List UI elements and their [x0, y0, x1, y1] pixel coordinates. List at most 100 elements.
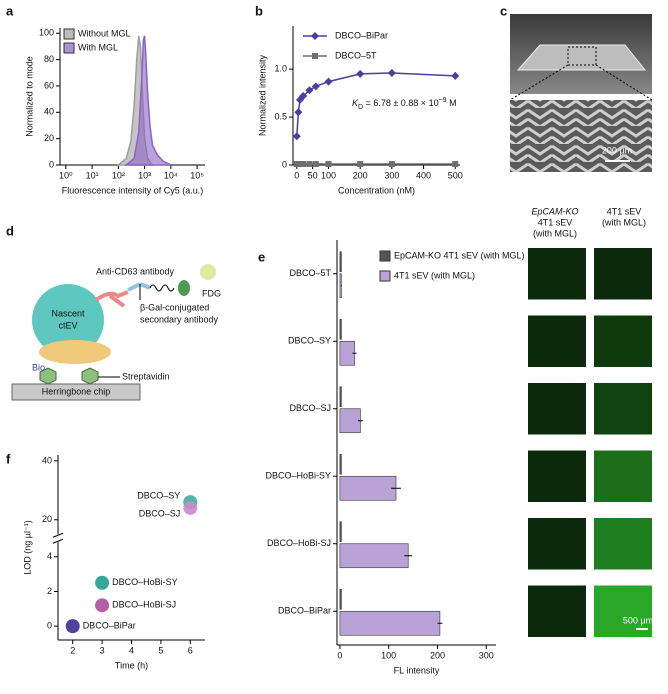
- panel-label: a: [6, 3, 14, 18]
- x-tick-label: 10⁵: [190, 170, 204, 180]
- x-tick-label: 50: [308, 170, 318, 180]
- kd-exponent: −9: [439, 97, 447, 104]
- micrograph-bg: [528, 315, 586, 367]
- legend-label: EpCAM-KO 4T1 sEV (with MGL): [394, 250, 525, 260]
- category-label: DBCO–SY: [288, 336, 331, 346]
- category-label: DBCO–HoBi-SJ: [267, 538, 331, 548]
- micrograph-bg: [594, 315, 652, 367]
- legend-swatch: [63, 28, 75, 40]
- micrograph-header: 4T1 sEV: [538, 217, 573, 227]
- micrograph: [594, 383, 652, 435]
- micrograph-bg: [528, 383, 586, 435]
- x-tick-label: 4: [129, 645, 134, 655]
- category-label: DBCO–5T: [289, 268, 331, 278]
- marker: [311, 82, 320, 91]
- micrograph-bg: [528, 585, 586, 637]
- bar: [339, 318, 342, 340]
- marker: [296, 161, 303, 168]
- vesicle: [32, 284, 104, 356]
- histogram-area: [124, 35, 172, 166]
- bar: [339, 386, 342, 408]
- marker: [356, 69, 365, 78]
- panel-label: e: [258, 249, 265, 264]
- y-tick-label: 100: [39, 28, 54, 38]
- chip-images: 200 μm: [509, 14, 653, 172]
- y-tick-label: 0: [282, 159, 287, 169]
- bar: [339, 543, 409, 569]
- micrograph-bg: [528, 450, 586, 502]
- x-tick-label: 300: [479, 650, 494, 660]
- micrograph: [594, 518, 652, 570]
- micrograph: [528, 248, 586, 300]
- glow: [200, 264, 216, 280]
- legend-swatch: [63, 42, 75, 54]
- linker: [149, 284, 175, 292]
- x-axis-label: FL intensity: [394, 665, 440, 675]
- legend-swatch: [379, 270, 391, 282]
- micrograph-header: EpCAM-KO: [531, 206, 578, 216]
- x-tick-label: 0: [294, 170, 299, 180]
- point: [183, 500, 198, 515]
- bar: [339, 588, 342, 610]
- y-tick-label: 0: [47, 621, 52, 631]
- micrograph: [594, 315, 652, 367]
- point-label: DBCO–SJ: [139, 508, 181, 518]
- micrograph-bg: [594, 383, 652, 435]
- streptavidin-hex: [81, 367, 99, 385]
- marker: [451, 71, 460, 80]
- micrograph-bg: [528, 248, 586, 300]
- point: [95, 598, 110, 613]
- x-tick-label: 0: [337, 650, 342, 660]
- micrograph-header: (with MGL): [533, 228, 577, 238]
- secondary-antibody: [127, 282, 151, 292]
- diagram: Herringbone chip Nascent ctEV Bio Strept…: [11, 264, 221, 401]
- beta-gal: [178, 280, 190, 296]
- axis-break: [52, 532, 64, 538]
- x-axis-label: Time (h): [115, 660, 148, 670]
- micrograph-bg: [594, 450, 652, 502]
- x-tick-label: 100: [381, 650, 396, 660]
- x-tick-label: 10⁰: [59, 170, 73, 180]
- x-tick-label: 10¹: [86, 170, 99, 180]
- marker: [306, 161, 313, 168]
- series-line: [296, 72, 456, 137]
- kd-unit: M: [447, 98, 457, 108]
- biotin-label: Bio: [32, 362, 45, 372]
- x-tick-label: 300: [384, 170, 399, 180]
- y-axis-label: Normalized intensity: [257, 54, 267, 136]
- marker: [324, 77, 333, 86]
- panel-label: c: [500, 3, 507, 18]
- secondary-label: secondary antibody: [140, 314, 219, 324]
- bar: [339, 475, 397, 501]
- point-label: DBCO–HoBi-SY: [112, 577, 178, 587]
- bar: [339, 453, 342, 475]
- zoom-line: [509, 64, 569, 101]
- marker: [325, 161, 332, 168]
- legend-swatch: [379, 250, 391, 262]
- streptavidin-hex: [39, 367, 57, 385]
- x-tick-label: 10⁴: [164, 170, 178, 180]
- marker: [357, 161, 364, 168]
- point-label: DBCO–HoBi-SJ: [112, 600, 176, 610]
- kd-annotation: KD = 6.78 ± 0.88 × 10−9 M: [352, 97, 457, 111]
- chip-label: Herringbone chip: [42, 386, 111, 396]
- chip-body: [516, 44, 647, 71]
- x-tick-label: 5: [158, 645, 163, 655]
- chip-sem: [510, 100, 652, 172]
- micrograph-bg: [594, 518, 652, 570]
- panel-label: b: [255, 3, 263, 18]
- legend-label: With MGL: [78, 42, 118, 52]
- micrograph-bg: [594, 248, 652, 300]
- x-axis-label: Fluorescence intensity of Cy5 (a.u.): [62, 185, 204, 195]
- marker: [305, 86, 314, 95]
- x-tick-label: 2: [70, 645, 75, 655]
- legend-marker: [312, 53, 318, 59]
- secondary-label: β-Gal-conjugated: [140, 302, 209, 312]
- marker: [388, 161, 395, 168]
- y-tick-label: 0: [49, 159, 54, 169]
- axis-break: [52, 538, 64, 544]
- point-label: DBCO–SY: [137, 490, 180, 500]
- vesicle-label: Nascent: [51, 308, 85, 318]
- y-tick-label: 0.5: [274, 111, 287, 121]
